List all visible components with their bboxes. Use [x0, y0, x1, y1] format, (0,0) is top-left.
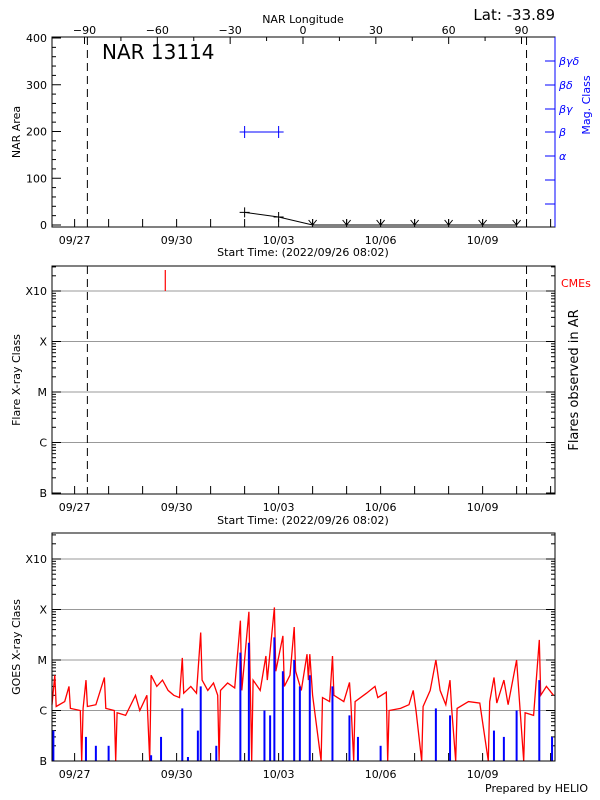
top-tick-label: 30 [369, 24, 383, 37]
y-tick-label: C [39, 705, 47, 718]
area-y-label: NAR Area [10, 106, 23, 158]
area-point [478, 219, 488, 226]
mag-class-point [273, 126, 284, 138]
cme-label: CMEs [561, 277, 591, 290]
mag-class-axis-label: Mag. Class [580, 75, 593, 134]
y-tick-label: X [39, 604, 47, 617]
area-point [444, 219, 454, 226]
y-tick-label: X10 [25, 553, 47, 566]
flare-plot-frame [51, 265, 556, 495]
goes-panel: B C M X X10 09/27 09/30 10/03 10/06 10/09 GOES X-… [10, 532, 588, 795]
x-tick-label: 10/03 [263, 501, 295, 514]
mag-class-label: βδ [558, 79, 573, 92]
y-tick-label: X10 [25, 285, 47, 298]
flare-x-label: Start Time: (2022/09/26 08:02) [217, 514, 389, 527]
mag-class-label: β [558, 126, 566, 139]
y-tick-label: X [39, 336, 47, 349]
x-tick-label: 10/03 [263, 234, 295, 247]
footer-credit: Prepared by HELIO [485, 782, 588, 795]
x-tick-label: 10/03 [263, 768, 295, 781]
y-tick-label: M [38, 654, 48, 667]
y-tick-label: B [39, 755, 47, 768]
y-tick-label: 200 [26, 126, 47, 139]
x-tick-label: 09/30 [161, 234, 193, 247]
y-tick-label: M [38, 386, 48, 399]
area-point [410, 219, 420, 226]
area-point [308, 219, 318, 226]
mag-class-point [239, 126, 250, 138]
y-tick-label: 300 [26, 79, 47, 92]
flare-panel: B C M X X10 09/27 09/30 10/03 10/06 10/09 Flare X… [10, 265, 591, 527]
y-tick-label: 400 [26, 32, 47, 45]
x-tick-label: 10/06 [365, 768, 397, 781]
x-tick-label: 10/09 [467, 234, 499, 247]
goes-long-channel-line [51, 607, 555, 762]
x-tick-label: 10/09 [467, 501, 499, 514]
area-point [239, 207, 250, 218]
x-tick-label: 09/27 [59, 234, 91, 247]
nar-area-panel: NAR Longitude Lat: -33.89 NAR 13114 NAR … [10, 6, 593, 259]
top-tick-label: −30 [219, 24, 242, 37]
goes-plot-frame [51, 532, 556, 762]
top-tick-label: 60 [442, 24, 456, 37]
top-tick-label: 0 [300, 24, 307, 37]
x-tick-label: 09/27 [59, 501, 91, 514]
mag-class-label: βγδ [558, 55, 580, 68]
area-x-label: Start Time: (2022/09/26 08:02) [217, 246, 389, 259]
latitude-annotation: Lat: -33.89 [473, 6, 555, 24]
y-tick-label: 0 [40, 219, 47, 232]
y-tick-label: C [39, 437, 47, 450]
top-tick-label: −90 [73, 24, 96, 37]
x-tick-label: 09/27 [59, 768, 91, 781]
area-point [512, 219, 522, 226]
top-tick-label: −60 [146, 24, 169, 37]
x-tick-label: 10/09 [467, 768, 499, 781]
mag-class-label: α [559, 150, 567, 163]
top-axis-label: NAR Longitude [262, 13, 344, 26]
y-tick-label: B [39, 487, 47, 500]
flare-y-label: Flare X-ray Class [10, 334, 23, 426]
area-point [273, 212, 284, 223]
y-tick-label: 100 [26, 172, 47, 185]
x-tick-label: 09/30 [161, 501, 193, 514]
goes-y-label: GOES X-ray Class [10, 599, 23, 695]
area-point [376, 219, 386, 226]
area-plot-frame [51, 36, 556, 228]
x-tick-label: 10/06 [365, 501, 397, 514]
flare-right-label: Flares observed in AR [567, 309, 582, 450]
area-point [342, 219, 352, 226]
x-tick-label: 09/30 [161, 768, 193, 781]
top-tick-label: 90 [515, 24, 529, 37]
mag-class-label: βγ [558, 103, 573, 116]
x-tick-label: 10/06 [365, 234, 397, 247]
region-title: NAR 13114 [102, 40, 215, 64]
